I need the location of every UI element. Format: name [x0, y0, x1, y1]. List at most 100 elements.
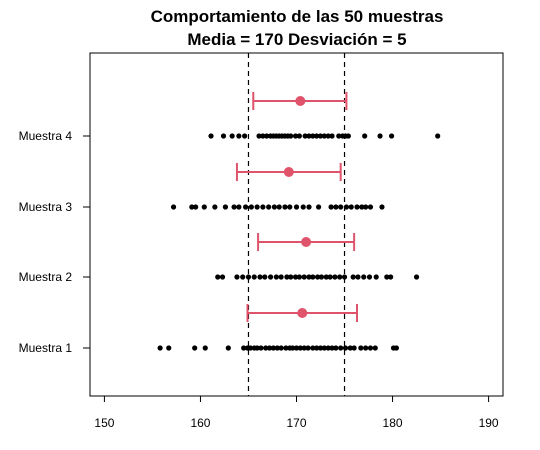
data-point: [254, 204, 260, 210]
data-point: [362, 133, 368, 139]
data-point: [317, 345, 324, 351]
data-point: [284, 274, 290, 280]
data-point: [276, 204, 282, 210]
data-point: [266, 204, 272, 210]
data-point: [278, 345, 284, 351]
data-point: [288, 274, 294, 280]
data-point: [258, 345, 264, 351]
data-points: [157, 133, 441, 351]
data-point: [393, 345, 399, 351]
data-point: [377, 133, 383, 139]
data-point: [208, 133, 214, 139]
y-tick-label: Muestra 1: [19, 341, 73, 355]
data-point: [337, 274, 343, 280]
data-point: [321, 345, 327, 351]
data-point: [361, 274, 367, 280]
data-point: [373, 274, 379, 280]
data-point: [292, 274, 299, 280]
data-point: [333, 345, 339, 351]
data-point: [236, 133, 242, 139]
data-point: [318, 274, 325, 280]
data-point: [358, 345, 364, 351]
data-point: [271, 204, 278, 210]
data-point: [315, 274, 321, 280]
data-point: [267, 345, 273, 351]
data-point: [296, 133, 302, 139]
data-point: [310, 133, 316, 139]
data-point: [220, 133, 227, 139]
data-point: [341, 274, 348, 280]
data-point: [306, 133, 312, 139]
data-point: [413, 274, 420, 280]
data-point: [241, 345, 247, 351]
data-point: [388, 133, 395, 139]
data-point: [251, 274, 257, 280]
y-tick-label: Muestra 3: [19, 200, 73, 214]
data-point: [201, 204, 207, 210]
data-point: [229, 133, 235, 139]
data-point: [366, 274, 373, 280]
data-point: [342, 345, 349, 351]
data-point: [317, 133, 324, 139]
data-point: [328, 204, 334, 210]
y-axis: Muestra 1 Muestra 2 Muestra 3 Muestra 4: [19, 129, 90, 355]
data-point: [274, 345, 280, 351]
x-tick-label: 180: [383, 416, 403, 430]
x-tick-label: 170: [286, 416, 306, 430]
data-point: [297, 345, 303, 351]
data-point: [242, 204, 249, 210]
data-point: [332, 274, 338, 280]
data-point: [260, 133, 266, 139]
data-point: [327, 274, 333, 280]
data-point: [248, 204, 254, 210]
data-point: [170, 204, 177, 210]
mean-point: [297, 308, 308, 318]
x-tick-label: 190: [479, 416, 499, 430]
data-point: [283, 345, 289, 351]
mean-point: [283, 167, 294, 177]
chart-title: Comportamiento de las 50 muestras: [151, 7, 444, 26]
data-point: [301, 345, 307, 351]
data-point: [301, 274, 307, 280]
data-point: [363, 345, 369, 351]
data-point: [354, 204, 360, 210]
data-point: [302, 133, 308, 139]
data-point: [329, 345, 335, 351]
mean-point: [295, 96, 306, 106]
x-tick-label: 160: [190, 416, 210, 430]
data-point: [234, 274, 240, 280]
data-point: [310, 345, 316, 351]
data-point: [325, 133, 331, 139]
data-point: [247, 345, 253, 351]
data-point: [305, 345, 311, 351]
data-point: [296, 274, 302, 280]
data-point: [215, 274, 221, 280]
data-point: [343, 204, 350, 210]
data-point: [363, 204, 369, 210]
data-point: [202, 345, 208, 351]
data-point: [212, 204, 218, 210]
data-point: [306, 204, 312, 210]
data-point: [359, 204, 365, 210]
data-point: [348, 204, 354, 210]
data-point: [222, 204, 229, 210]
x-axis: 150 160 170 180 190: [94, 396, 499, 430]
data-point: [290, 345, 296, 351]
plot-frame: [89, 52, 504, 397]
data-point: [288, 133, 294, 139]
data-point: [282, 204, 288, 210]
data-point: [245, 274, 252, 280]
data-point: [257, 274, 263, 280]
data-point: [267, 274, 274, 280]
data-point: [372, 345, 378, 351]
data-point: [323, 274, 329, 280]
data-point: [367, 345, 374, 351]
data-point: [310, 274, 316, 280]
data-point: [351, 345, 357, 351]
data-point: [192, 345, 198, 351]
data-point: [345, 133, 351, 139]
data-point: [273, 274, 279, 280]
data-point: [293, 345, 300, 351]
data-point: [193, 204, 199, 210]
